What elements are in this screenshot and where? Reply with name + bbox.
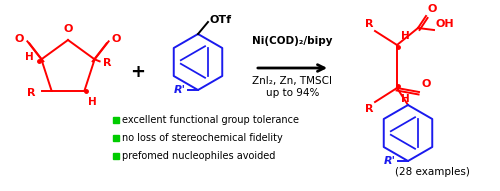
Text: H: H <box>401 31 410 41</box>
Text: OTf: OTf <box>209 15 231 25</box>
Text: +: + <box>130 63 146 81</box>
Text: H: H <box>88 97 97 107</box>
Text: Ni(COD)₂/bipy: Ni(COD)₂/bipy <box>252 36 333 46</box>
Text: H: H <box>401 94 410 104</box>
Text: R': R' <box>174 85 186 95</box>
Text: O: O <box>112 34 121 44</box>
Bar <box>113 153 119 159</box>
Bar <box>113 117 119 123</box>
Text: OH: OH <box>435 19 454 29</box>
Bar <box>113 135 119 141</box>
Text: no loss of stereochemical fidelity: no loss of stereochemical fidelity <box>122 133 283 143</box>
Text: O: O <box>427 4 436 14</box>
Text: excellent functional group tolerance: excellent functional group tolerance <box>122 115 299 125</box>
Text: R: R <box>364 19 373 29</box>
Text: O: O <box>64 24 72 34</box>
Text: ZnI₂, Zn, TMSCl: ZnI₂, Zn, TMSCl <box>252 76 332 86</box>
Text: O: O <box>15 34 24 44</box>
Text: prefomed nucleophiles avoided: prefomed nucleophiles avoided <box>122 151 276 161</box>
Text: up to 94%: up to 94% <box>266 88 319 98</box>
Text: (28 examples): (28 examples) <box>394 167 469 177</box>
Text: R: R <box>27 88 36 98</box>
Text: R: R <box>364 104 373 114</box>
Text: O: O <box>421 79 430 89</box>
Text: R': R' <box>384 156 396 166</box>
Text: R: R <box>102 58 111 68</box>
Text: H: H <box>24 52 34 62</box>
